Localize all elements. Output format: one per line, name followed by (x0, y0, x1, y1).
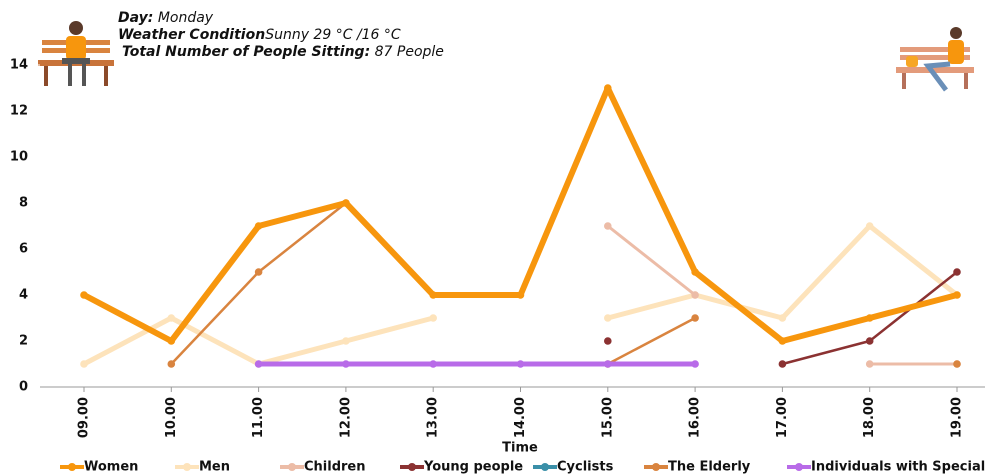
data-point (167, 314, 176, 322)
total-label: Total Number of People Sitting: (122, 44, 370, 60)
data-point (604, 84, 612, 92)
legend-swatch-dot (652, 463, 660, 471)
y-tick-label: 8 (19, 196, 28, 211)
y-tick-label: 10 (10, 150, 28, 165)
data-point (80, 291, 88, 299)
data-point (167, 337, 176, 345)
x-axis-label: Time (502, 441, 538, 456)
x-tick-label: 14.00 (513, 397, 528, 438)
series-line (606, 224, 697, 297)
x-tick-label: 19.00 (950, 397, 965, 438)
series-line (607, 316, 696, 366)
data-point (604, 222, 612, 230)
y-tick-label: 0 (19, 380, 28, 395)
total: 87 (375, 44, 393, 60)
data-point (80, 360, 88, 368)
total-unit: People (397, 44, 444, 60)
data-point (691, 291, 699, 299)
data-point (342, 199, 350, 207)
legend-swatch-dot (541, 463, 549, 471)
x-tick-label: 13.00 (426, 397, 441, 438)
legend-label: Women (84, 460, 138, 475)
data-point (604, 314, 612, 322)
data-point (254, 360, 263, 368)
y-tick-label: 4 (19, 288, 28, 303)
data-point (778, 337, 787, 345)
data-point (953, 291, 961, 299)
weather: Sunny 29 °C /16 °C (265, 27, 401, 43)
series-line (82, 85, 958, 344)
header-line: Total Number of People Sitting: 87 Peopl… (122, 44, 444, 60)
data-point (604, 337, 612, 345)
x-tick-label: 15.00 (600, 397, 615, 438)
x-tick-label: 12.00 (338, 397, 353, 438)
y-tick-label: 14 (10, 58, 28, 73)
legend-swatch-dot (795, 463, 803, 471)
data-point (691, 314, 699, 322)
x-tick-label: 09.00 (77, 397, 92, 438)
weather-label: Weather Condition (118, 27, 265, 43)
data-point (865, 222, 874, 230)
data-point (342, 337, 350, 345)
data-point (778, 360, 787, 368)
data-point (865, 314, 874, 322)
y-tick-label: 12 (10, 104, 28, 119)
header-line: Day: Monday (118, 10, 214, 26)
header-line: Weather ConditionSunny 29 °C /16 °C (118, 27, 401, 43)
data-point (604, 360, 612, 368)
data-point (429, 360, 438, 368)
x-tick-label: 10.00 (164, 397, 179, 438)
y-tick-label: 2 (19, 334, 28, 349)
x-tick-label: 16.00 (688, 397, 703, 438)
data-point (254, 222, 263, 230)
data-point (167, 360, 176, 368)
legend-swatch-dot (68, 463, 76, 471)
x-tick-label: 11.00 (251, 397, 266, 438)
legend-swatch-dot (288, 463, 296, 471)
data-point (953, 268, 961, 276)
data-point (691, 360, 699, 368)
series-line (607, 223, 959, 321)
x-tick-label: 17.00 (775, 397, 790, 438)
legend-label: The Elderly (668, 460, 751, 475)
legend-label: Young people (423, 460, 523, 475)
data-point (865, 360, 874, 368)
data-point (254, 268, 263, 276)
x-tick-label: 18.00 (862, 397, 877, 438)
day: Monday (158, 10, 214, 26)
legend-label: Men (199, 460, 230, 475)
day-label: Day: (118, 10, 153, 26)
data-point (429, 314, 438, 322)
y-tick-label: 6 (19, 242, 28, 257)
legend-swatch-dot (183, 463, 191, 471)
data-point (865, 337, 874, 345)
data-point (691, 268, 699, 276)
data-point (516, 360, 525, 368)
legend-swatch-dot (408, 463, 416, 471)
bench-icon-right (896, 27, 974, 92)
data-point (516, 291, 525, 299)
legend-label: Children (304, 460, 366, 475)
data-point (342, 360, 350, 368)
data-point (429, 291, 438, 299)
legend-label: Cyclists (557, 460, 614, 475)
data-point (778, 314, 787, 322)
data-point (953, 360, 961, 368)
bench-icon-left (38, 21, 114, 86)
legend-label: Individuals with Special Needs (811, 460, 990, 475)
